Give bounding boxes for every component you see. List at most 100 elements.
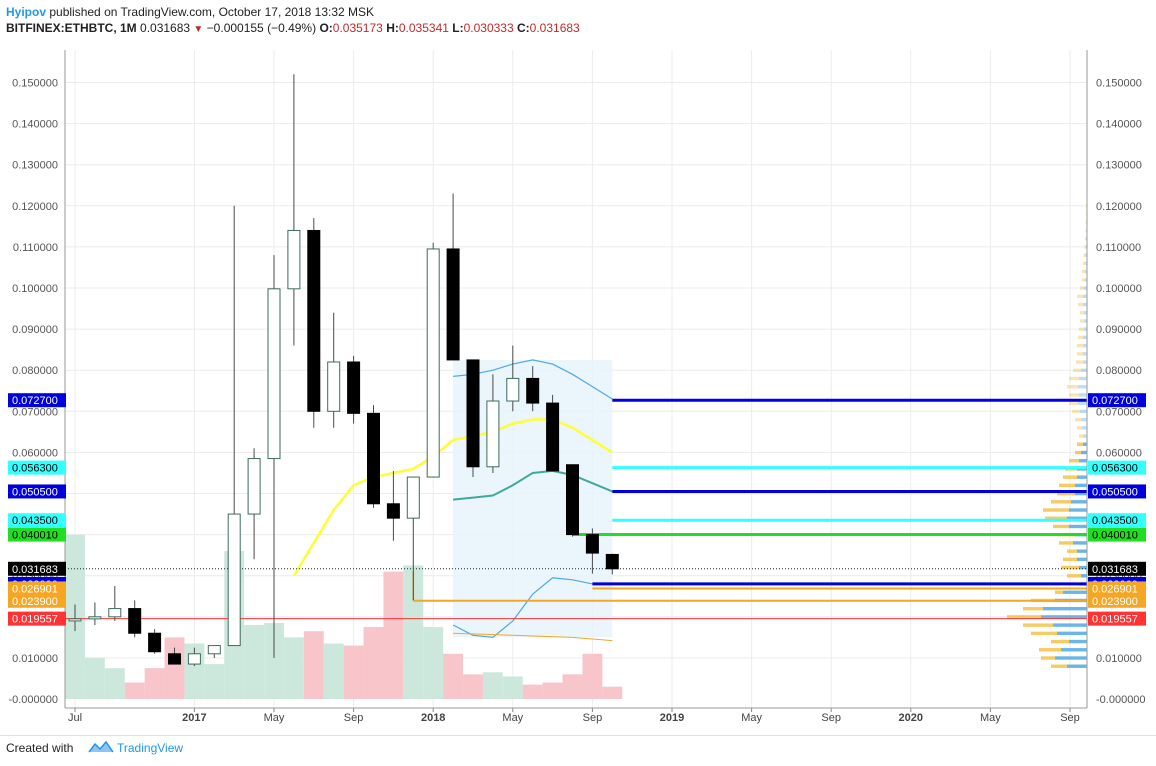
x-tick-label: 2017 — [182, 712, 206, 724]
high-label: H: — [386, 21, 399, 35]
x-tick-label: Sep — [821, 712, 841, 724]
x-tick-label: Jul — [68, 712, 82, 724]
candle-body[interactable] — [387, 504, 399, 518]
volume-bar — [563, 674, 583, 699]
volume-bar — [145, 668, 165, 699]
candle-body[interactable] — [328, 362, 340, 411]
y-zero-label-right: -0.000000 — [1096, 694, 1146, 706]
candle-body[interactable] — [507, 378, 519, 401]
candle-body[interactable] — [547, 403, 559, 471]
price-label-text-right: 0.056300 — [1092, 463, 1138, 475]
volume-bar — [463, 674, 483, 699]
y-tick-label-right: 0.100000 — [1096, 283, 1142, 295]
candle-body[interactable] — [487, 401, 499, 467]
volume-bar — [364, 627, 384, 699]
profile-bar-blue — [1081, 574, 1087, 577]
profile-bar-blue — [1069, 508, 1087, 511]
close-value: 0.031683 — [530, 21, 580, 35]
profile-bar-blue — [1081, 369, 1087, 372]
tradingview-brand-link[interactable]: TradingView — [117, 741, 183, 755]
candle-body[interactable] — [527, 378, 539, 403]
candle-body[interactable] — [169, 654, 181, 664]
profile-bar-orange — [1075, 451, 1081, 454]
volume-bar — [244, 625, 264, 699]
profile-bar-orange — [1079, 328, 1084, 331]
author-name[interactable]: Hyipov — [6, 5, 46, 19]
high-value: 0.035341 — [399, 21, 449, 35]
candle-body[interactable] — [288, 230, 300, 288]
candle-body[interactable] — [567, 465, 579, 535]
profile-bar-blue — [1069, 640, 1087, 643]
candle-body[interactable] — [308, 230, 320, 411]
profile-bar-blue — [1079, 459, 1087, 462]
profile-bar-orange — [1055, 591, 1063, 594]
profile-bar-orange — [1031, 632, 1057, 635]
candle-body[interactable] — [348, 362, 360, 413]
profile-bar-orange — [1069, 393, 1079, 396]
candle-body[interactable] — [248, 459, 260, 514]
price-chart[interactable]: 0.0100000.0100000.0200000.0200000.030000… — [0, 40, 1156, 735]
y-tick-label-right: 0.110000 — [1096, 242, 1141, 254]
y-tick-label-left: 0.100000 — [12, 283, 58, 295]
profile-bar-blue — [1041, 615, 1087, 618]
candle-body[interactable] — [188, 654, 200, 664]
y-tick-label-right: 0.140000 — [1096, 119, 1142, 131]
profile-bar-orange — [1077, 426, 1082, 429]
publish-info: Hyipov published on TradingView.com, Oct… — [6, 4, 1146, 20]
low-label: L: — [452, 21, 463, 35]
volume-bar — [483, 672, 503, 699]
profile-bar-orange — [1059, 541, 1073, 544]
profile-bar-orange — [1043, 508, 1069, 511]
close-label: C: — [517, 21, 530, 35]
profile-bar-orange — [1059, 484, 1075, 487]
candle-body[interactable] — [427, 249, 439, 477]
price-label-text-left: 0.019557 — [12, 614, 58, 626]
profile-bar-blue — [1083, 344, 1087, 347]
candle-body[interactable] — [447, 249, 459, 360]
candle-body[interactable] — [129, 609, 141, 634]
profile-bar-blue — [1043, 607, 1087, 610]
x-tick-label: May — [264, 712, 285, 724]
y-tick-label-left: 0.140000 — [12, 119, 58, 131]
profile-bar-orange — [1051, 500, 1071, 503]
profile-bar-blue — [1077, 558, 1087, 561]
candle-body[interactable] — [467, 360, 479, 467]
profile-bar-orange — [1072, 410, 1080, 413]
profile-bar-orange — [1080, 319, 1084, 322]
volume-bar — [344, 646, 364, 699]
candle-body[interactable] — [89, 617, 101, 619]
profile-bar-blue — [1069, 525, 1087, 528]
candle-body[interactable] — [208, 646, 220, 654]
volume-bar — [503, 676, 523, 699]
candle-body[interactable] — [407, 477, 419, 518]
created-with-text: Created with — [6, 741, 73, 755]
profile-bar-orange — [1053, 525, 1069, 528]
candle-body[interactable] — [368, 413, 380, 503]
profile-bar-orange — [1077, 295, 1083, 298]
candle-body[interactable] — [606, 554, 618, 568]
candle-body[interactable] — [228, 514, 240, 646]
profile-bar-orange — [1078, 336, 1083, 339]
profile-bar-orange — [1083, 262, 1085, 265]
profile-bar-blue — [1078, 385, 1087, 388]
profile-bar-orange — [1080, 286, 1084, 289]
tradingview-logo-icon[interactable] — [88, 739, 114, 755]
price-label-text-right: 0.026901 — [1092, 583, 1138, 595]
profile-bar-orange — [1039, 648, 1061, 651]
price-change: −0.000155 (−0.49%) — [207, 21, 316, 35]
profile-bar-orange — [1077, 344, 1083, 347]
profile-bar-blue — [1083, 336, 1087, 339]
profile-bar-blue — [1053, 623, 1087, 626]
y-tick-label-right: 0.120000 — [1096, 201, 1142, 213]
volume-bar — [165, 637, 185, 699]
y-tick-label-left: 0.130000 — [12, 160, 58, 172]
candle-body[interactable] — [149, 633, 161, 651]
price-label-text-right: 0.072700 — [1092, 395, 1138, 407]
candle-body[interactable] — [586, 535, 598, 553]
price-label-text-right: 0.023900 — [1092, 596, 1138, 608]
candle-body[interactable] — [69, 619, 81, 621]
profile-bar-orange — [1076, 360, 1083, 363]
y-zero-label-left: -0.000000 — [8, 694, 58, 706]
candle-body[interactable] — [109, 609, 121, 617]
candle-body[interactable] — [268, 289, 280, 459]
